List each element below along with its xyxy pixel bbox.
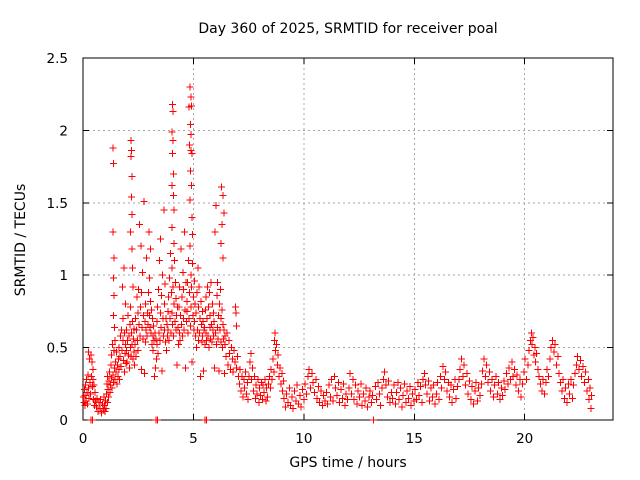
- axis-ticks: [82, 57, 613, 421]
- tick-labels: 0 5 10 15 20 0 0.5 1 1.5 2 2.5: [47, 51, 534, 447]
- x-tick-label: 10: [295, 431, 312, 447]
- chart-title: Day 360 of 2025, SRMTID for receiver poa…: [198, 21, 497, 37]
- y-tick-label: 0: [59, 413, 68, 429]
- x-tick-label: 15: [406, 431, 423, 447]
- y-tick-label: 2: [59, 123, 68, 139]
- grid-lines: [83, 58, 613, 420]
- plot-border: [82, 57, 614, 421]
- y-axis-label: SRMTID / TECUs: [13, 184, 29, 297]
- x-tick-label: 5: [189, 431, 198, 447]
- y-tick-label: 1: [59, 268, 68, 284]
- scatter-points-SRMTID: [80, 83, 595, 424]
- y-tick-label: 2.5: [47, 51, 68, 67]
- x-tick-label: 0: [79, 431, 88, 447]
- y-tick-label: 1.5: [47, 196, 68, 212]
- x-tick-label: 20: [516, 431, 533, 447]
- x-axis-label: GPS time / hours: [289, 455, 406, 471]
- y-tick-label: 0.5: [47, 341, 68, 357]
- data-points: [80, 83, 595, 424]
